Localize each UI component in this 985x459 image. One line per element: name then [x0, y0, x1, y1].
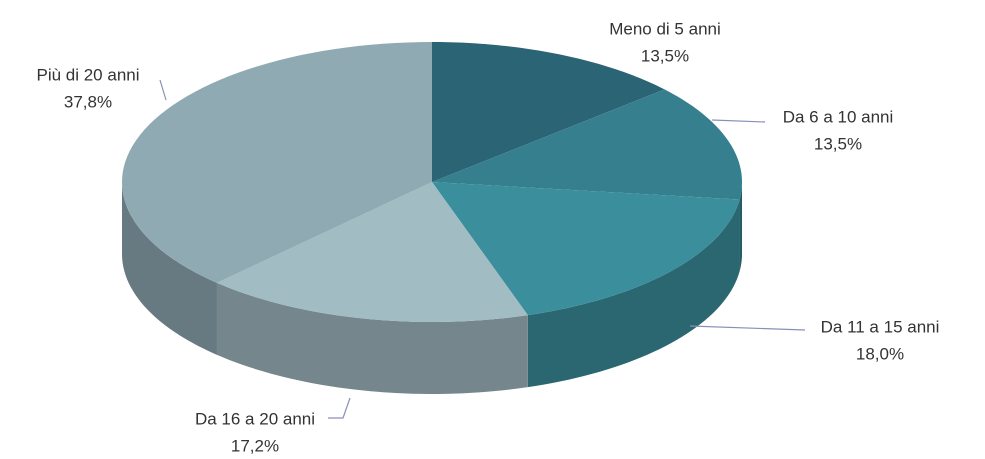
pie-slice — [216, 182, 528, 322]
category-label: Meno di 5 anni — [609, 19, 721, 38]
value-label: 18,0% — [856, 344, 904, 363]
category-label: Più di 20 anni — [36, 65, 139, 84]
pie-slice — [432, 182, 740, 316]
leader-line — [711, 119, 766, 123]
category-label: Da 16 a 20 anni — [195, 409, 315, 428]
leader-line — [328, 397, 351, 419]
pie-tops — [122, 42, 742, 322]
pie-side — [739, 182, 742, 272]
pie-slice — [122, 42, 433, 283]
leader-line — [689, 325, 806, 331]
value-label: 17,2% — [231, 436, 279, 455]
pie-side — [122, 182, 217, 355]
value-label: 13,5% — [814, 134, 862, 153]
labels: Meno di 5 anni 13,5% Da 6 a 10 anni 13,5% Da… — [36, 19, 939, 455]
leader-line — [159, 79, 167, 101]
category-label: Da 6 a 10 anni — [783, 107, 894, 126]
pie-slice — [432, 42, 665, 182]
pie-side — [527, 199, 740, 388]
value-label: 37,8% — [64, 92, 112, 111]
pie-slice — [432, 89, 742, 200]
value-label: 13,5% — [641, 46, 689, 65]
category-label: Da 11 a 15 anni — [821, 317, 940, 336]
pie-sides — [122, 182, 742, 394]
pie-side — [216, 282, 528, 394]
